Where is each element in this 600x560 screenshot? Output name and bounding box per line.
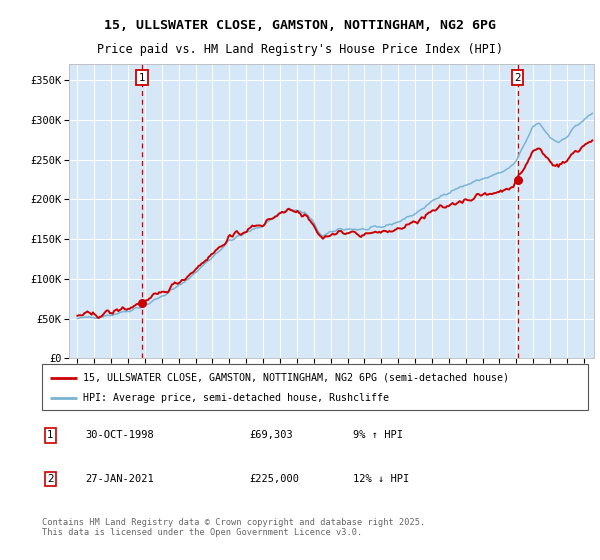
Text: 1: 1: [139, 73, 145, 83]
Text: HPI: Average price, semi-detached house, Rushcliffe: HPI: Average price, semi-detached house,…: [83, 393, 389, 403]
Text: 9% ↑ HPI: 9% ↑ HPI: [353, 430, 403, 440]
Text: 1: 1: [47, 430, 53, 440]
Text: 2: 2: [47, 474, 53, 484]
Text: 12% ↓ HPI: 12% ↓ HPI: [353, 474, 409, 484]
Text: Price paid vs. HM Land Registry's House Price Index (HPI): Price paid vs. HM Land Registry's House …: [97, 43, 503, 56]
FancyBboxPatch shape: [42, 364, 588, 410]
Text: £225,000: £225,000: [250, 474, 299, 484]
Text: 2: 2: [514, 73, 521, 83]
Text: 15, ULLSWATER CLOSE, GAMSTON, NOTTINGHAM, NG2 6PG (semi-detached house): 15, ULLSWATER CLOSE, GAMSTON, NOTTINGHAM…: [83, 373, 509, 383]
Text: 15, ULLSWATER CLOSE, GAMSTON, NOTTINGHAM, NG2 6PG: 15, ULLSWATER CLOSE, GAMSTON, NOTTINGHAM…: [104, 18, 496, 32]
Text: 27-JAN-2021: 27-JAN-2021: [86, 474, 154, 484]
Text: Contains HM Land Registry data © Crown copyright and database right 2025.
This d: Contains HM Land Registry data © Crown c…: [42, 518, 425, 538]
Text: 30-OCT-1998: 30-OCT-1998: [86, 430, 154, 440]
Text: £69,303: £69,303: [250, 430, 293, 440]
